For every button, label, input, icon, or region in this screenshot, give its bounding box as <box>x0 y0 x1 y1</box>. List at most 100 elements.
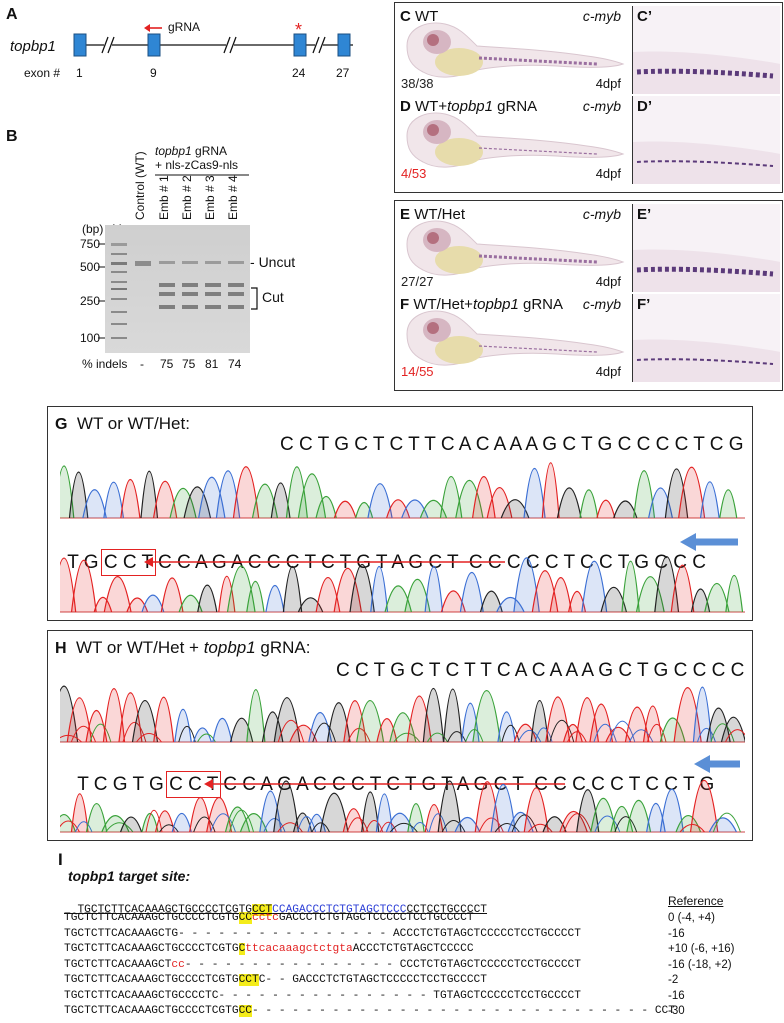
indel-size: -2 <box>668 974 679 986</box>
uncut-label: - Uncut <box>250 254 296 270</box>
trace-peak <box>259 790 282 833</box>
reference-seq-pam: CCT <box>252 904 273 916</box>
zoom-panel-label: F’ <box>637 296 651 313</box>
reference-seq-pre: TGCTCTTCACAAAGCTGCCCCTCGTG <box>77 904 252 916</box>
trace-peak <box>365 819 384 833</box>
trace-peak <box>193 816 216 833</box>
indels-label: % indels <box>82 357 128 371</box>
trace-peak <box>621 560 640 613</box>
trace-peak <box>75 821 93 833</box>
trace-peak <box>192 727 212 743</box>
trace-peak <box>419 499 448 519</box>
trace-peak <box>319 792 349 833</box>
panel-g-label: G <box>55 416 68 433</box>
embryo-panel-letter: F <box>400 296 414 313</box>
trace-peak <box>472 690 501 743</box>
trace-peak <box>725 729 745 743</box>
panel-g-title: WT or WT/Het: <box>76 414 190 433</box>
trace-peak <box>600 587 628 613</box>
trace-peak <box>178 725 196 743</box>
trace-peak <box>246 580 265 613</box>
lane-label-emb-2: Emb # 2 <box>180 175 194 220</box>
trace-peak <box>406 695 432 743</box>
trace-peak <box>292 812 313 833</box>
trace-peak <box>424 565 444 613</box>
lane-label-control: Control (WT) <box>133 151 147 220</box>
trace-peak <box>120 479 141 519</box>
indel-row: TGCTCTTCACAAAGCTGCCCCTCGTGCCTC- - GACCCT… <box>64 974 487 986</box>
trace-peak <box>659 788 684 833</box>
trace-peak <box>105 822 134 833</box>
indel-sequence: - - - - - - - - - - - - - - - - - - - - … <box>252 1005 675 1017</box>
ladder-100: 100 <box>80 331 101 345</box>
trace-peak <box>126 597 149 613</box>
trace-peak <box>530 700 549 743</box>
embryo-panel-title: D WT+topbp1 gRNA <box>400 98 537 115</box>
trace-peak <box>93 596 113 613</box>
trace-peak <box>659 717 686 743</box>
trace-peak <box>361 791 380 833</box>
trace-peak <box>311 822 330 833</box>
panel-h-title-gene: topbp1 <box>203 638 256 657</box>
panel-b-label: B <box>6 128 18 145</box>
cut-label: Cut <box>262 289 284 305</box>
indel-row: TGCTCTTCACAAAGCTG- - - - - - - - - - - -… <box>64 928 581 940</box>
embryo-count: 4/53 <box>401 166 427 181</box>
trace-peak <box>178 594 203 613</box>
indel-sequence: ACCCTCTGTAGCTCCCCC <box>352 943 474 955</box>
trace-peak <box>422 688 445 743</box>
stage-label: 4dpf <box>595 274 621 289</box>
zoom-panel-e: E’ <box>632 204 780 292</box>
probe-label: c-myb <box>582 8 621 24</box>
indel-sequence: TGCTCTTCACAAAGCTGCCCCTCGTG <box>64 974 239 986</box>
panel-g-arrows <box>144 533 738 567</box>
trace-peak <box>68 471 89 519</box>
indel-pam-highlight: CC <box>238 912 252 924</box>
reference-seq-post: CCTCCTGCCCCT <box>406 904 488 916</box>
embryo-panel-c: C WT c-myb 38/38 4dpf <box>397 6 625 94</box>
trace-peak <box>370 565 389 613</box>
zoom-panel-c: C’ <box>632 6 780 94</box>
indel-sequence: C- - GACCCTCTGTAGCTCCCCCTCCTGCCCCT <box>258 974 487 986</box>
panel-h-bottom-pre: T C G T G <box>77 774 170 795</box>
trace-peak <box>89 723 112 743</box>
chromatogram-h-bottom-trace <box>60 780 745 833</box>
ladder-500: 500 <box>80 260 101 274</box>
panel-h-title-post: gRNA: <box>255 638 311 657</box>
trace-peak <box>152 480 178 519</box>
indel-pam-highlight: C <box>238 943 246 955</box>
trace-peak <box>263 817 286 833</box>
trace-peak <box>664 468 689 519</box>
embryo-panel-d: D WT+topbp1 gRNA c-myb 4/53 4dpf <box>397 96 625 184</box>
panel-h-label: H <box>55 640 67 657</box>
trace-peak <box>478 817 504 833</box>
trace-peak <box>556 487 582 519</box>
trace-peak <box>720 716 745 743</box>
panel-i-title: topbp1 target site: <box>68 868 191 884</box>
panel-h-header: H WT or WT/Het + topbp1 gRNA: <box>55 638 310 658</box>
trace-peak <box>699 481 720 519</box>
trace-peak <box>443 688 463 743</box>
trace-peak <box>440 590 466 613</box>
indel-sequence: TGCTCTTCACAAAGCT <box>64 958 172 971</box>
trace-peak <box>559 811 588 833</box>
trace-peak <box>689 780 719 833</box>
embryo-image <box>406 22 625 78</box>
exon-number-9: 9 <box>150 66 157 80</box>
indels-emb-1: 75 <box>160 357 174 371</box>
indels-emb-4: 74 <box>228 357 242 371</box>
stage-label: 4dpf <box>595 166 621 181</box>
trace-peak <box>210 813 236 833</box>
trace-peak <box>60 820 80 833</box>
trace-peak <box>501 724 520 743</box>
indel-sequence: GACCCTCTGTAGCTCCCCCTCCTGCCCCT <box>278 912 474 924</box>
gel-header: topbp1 gRNA + nls-zCas9-nls <box>155 144 255 172</box>
zoom-image <box>633 249 780 292</box>
indel-size: -30 <box>668 1005 685 1017</box>
indel-pam-highlight: CC <box>238 1005 252 1017</box>
trace-peak <box>614 816 638 833</box>
trace-peak <box>575 697 600 743</box>
trace-peak <box>183 486 212 519</box>
trace-peak <box>261 711 284 743</box>
indel-row: TGCTCTTCACAAAGCTcc- - - - - - - - - - - … <box>64 959 581 971</box>
